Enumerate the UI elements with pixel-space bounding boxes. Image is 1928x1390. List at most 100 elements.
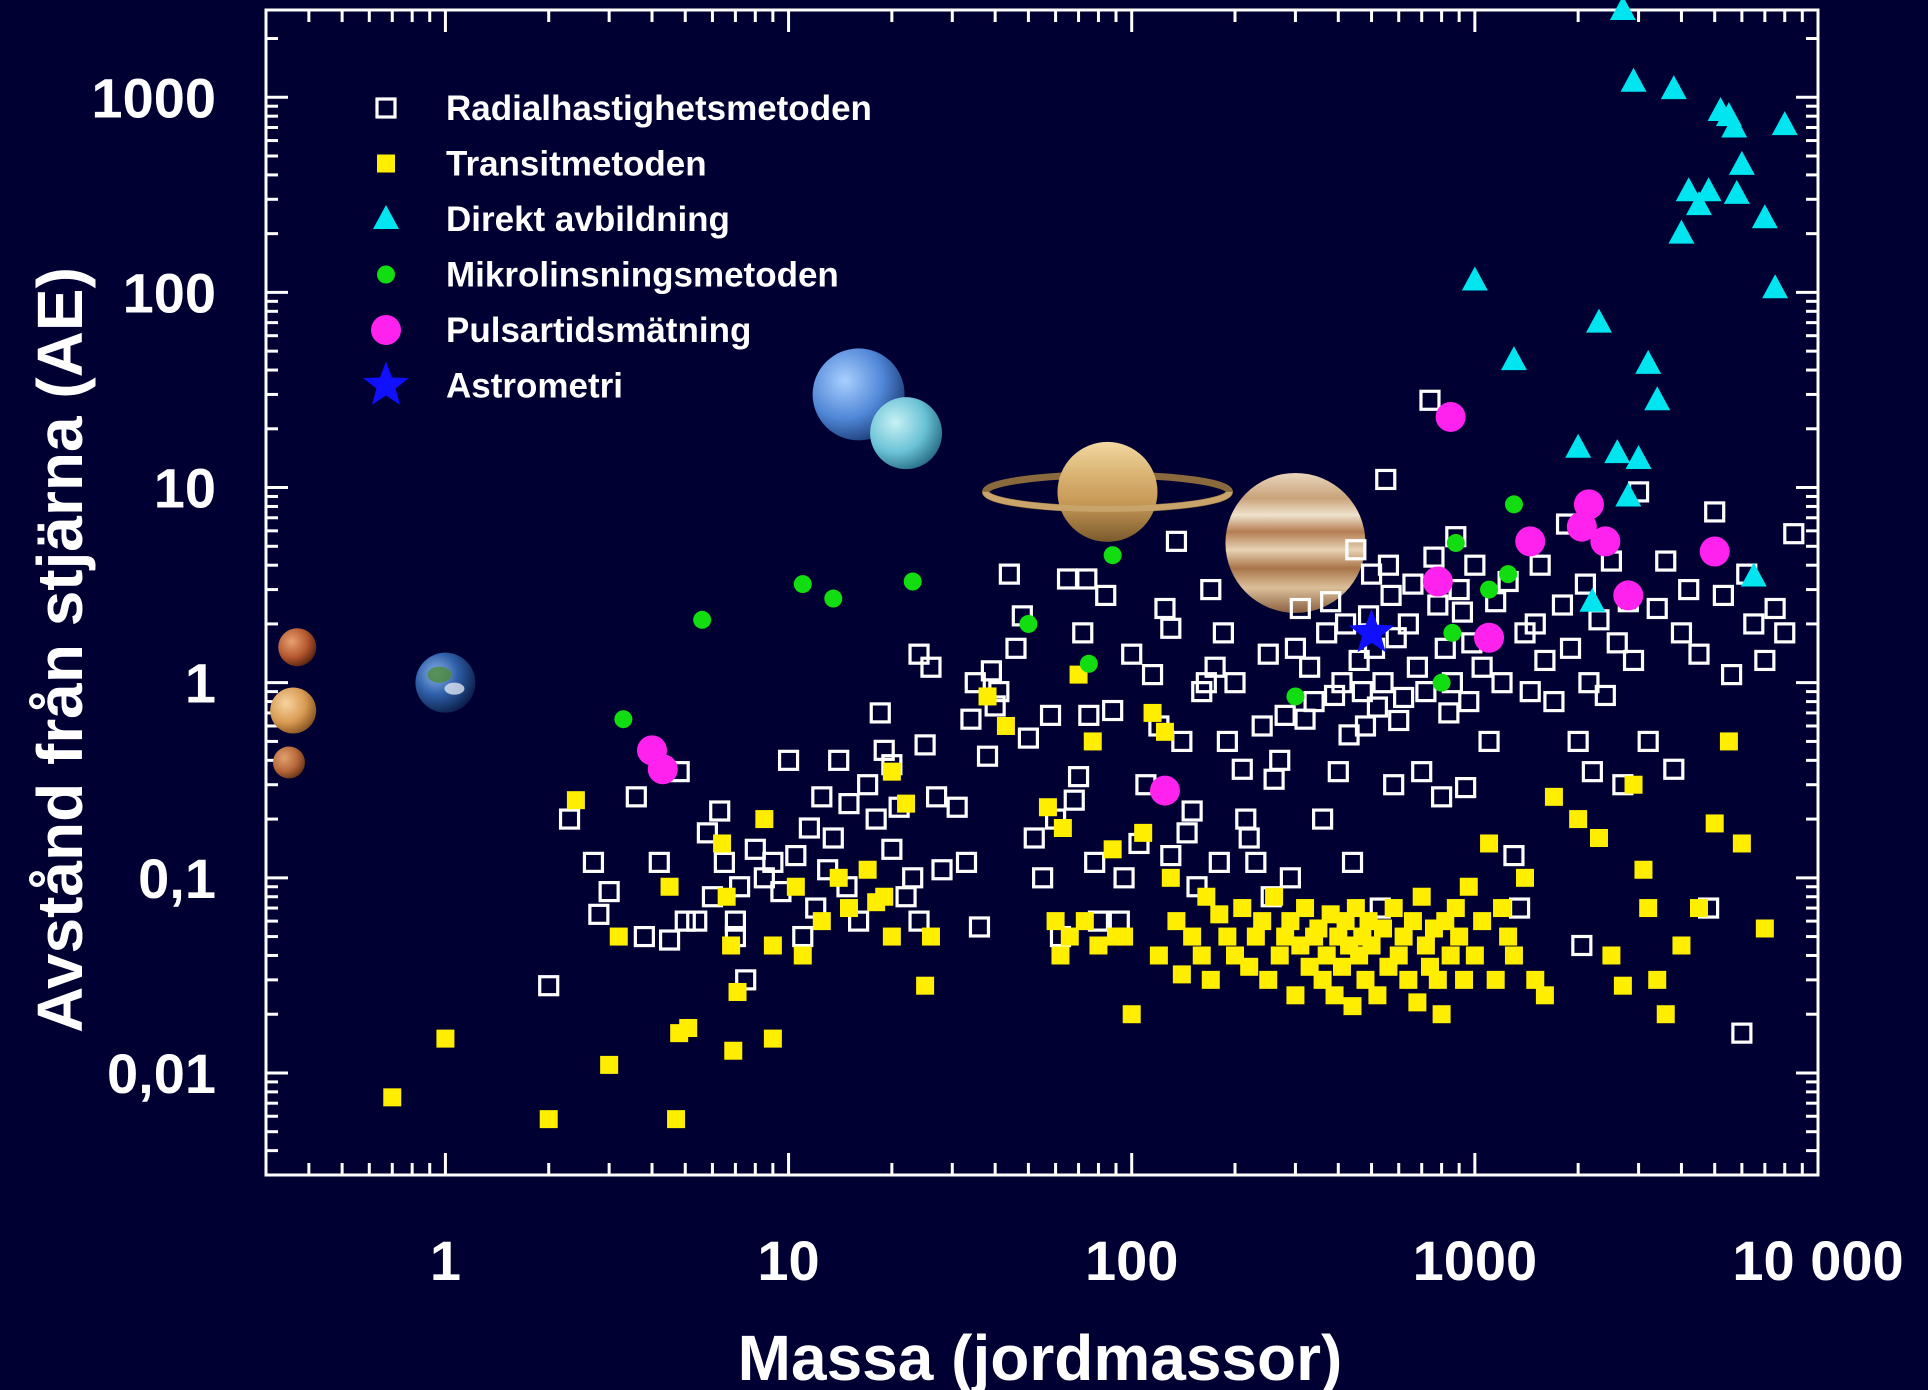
mars-body [278, 628, 317, 667]
data-point [1672, 936, 1691, 955]
uranus-body [870, 397, 943, 470]
data-point [1670, 622, 1693, 644]
data-point [1149, 946, 1168, 965]
data-point [1567, 730, 1589, 753]
data-point [1356, 970, 1375, 989]
data-point [920, 656, 942, 678]
data-point [1095, 584, 1117, 607]
data-point [1218, 927, 1237, 946]
data-point [1559, 637, 1582, 659]
data-point [1712, 584, 1734, 607]
data-point [744, 838, 766, 860]
data-point [1422, 566, 1453, 597]
data-point [755, 810, 774, 829]
data-point [1348, 649, 1370, 672]
jupiter-icon [1225, 472, 1366, 613]
data-point [1695, 177, 1722, 202]
data-point [1515, 868, 1534, 887]
data-point [1079, 654, 1098, 673]
data-point [1354, 715, 1377, 737]
data-point [908, 910, 930, 932]
data-point [1500, 346, 1527, 371]
data-point [1212, 622, 1234, 644]
data-point [1581, 761, 1603, 783]
data-point [1216, 730, 1238, 753]
data-point [1535, 986, 1554, 1005]
data-point [1019, 614, 1038, 633]
data-point [1493, 899, 1512, 918]
legend-marker [371, 315, 401, 345]
data-point [1464, 554, 1486, 576]
data-point [1432, 673, 1451, 692]
data-point [1269, 749, 1291, 771]
data-point [696, 822, 718, 844]
data-point [729, 876, 751, 898]
data-point [1705, 814, 1724, 833]
x-axis-label: Massa (jordmassor) [738, 1322, 1343, 1390]
data-point [686, 910, 708, 932]
data-point [792, 925, 814, 948]
data-point [1274, 704, 1296, 726]
earth-icon [415, 652, 476, 713]
data-point [1160, 617, 1182, 639]
data-point [1615, 482, 1642, 507]
data-point [1441, 946, 1460, 965]
data-point [916, 976, 935, 995]
data-point [1499, 927, 1518, 946]
earth-clouds [444, 682, 465, 695]
data-point [539, 1110, 558, 1129]
data-point [1240, 957, 1259, 976]
data-point [1529, 554, 1551, 576]
data-point [931, 859, 953, 881]
data-point [1406, 656, 1428, 678]
data-point [964, 672, 986, 694]
data-point [1121, 643, 1143, 665]
data-point [1362, 936, 1381, 955]
data-point [1186, 876, 1208, 898]
data-point [1465, 946, 1484, 965]
data-point [1544, 787, 1563, 806]
tick-labels: 1 10 100 1000 10 000 1000 100 10 1 0,1 0,01 [91, 66, 1903, 1292]
data-point [1246, 927, 1265, 946]
data-point [1345, 539, 1367, 561]
data-point [1210, 905, 1229, 924]
data-point [1053, 819, 1072, 838]
data-point [1192, 946, 1211, 965]
data-point [785, 844, 807, 867]
data-point [1231, 758, 1253, 780]
series-dot [614, 495, 1523, 729]
mars-icon [278, 628, 317, 667]
data-point [1374, 919, 1393, 938]
data-point [724, 910, 747, 932]
data-point [728, 982, 747, 1001]
data-point [998, 563, 1020, 585]
venus-body [270, 687, 317, 734]
data-point [1578, 672, 1600, 694]
y-tick-label: 1000 [91, 66, 216, 129]
data-point [1504, 495, 1523, 514]
data-point [1172, 965, 1191, 984]
data-point [793, 946, 812, 965]
data-point [897, 794, 916, 813]
data-point [1332, 957, 1351, 976]
data-point [1609, 0, 1636, 20]
y-tick-label: 0,1 [138, 847, 216, 910]
data-point [1078, 704, 1100, 726]
data-point [1341, 851, 1364, 873]
data-point [1764, 597, 1786, 620]
data-point [1348, 608, 1395, 653]
data-point [1368, 986, 1387, 1005]
x-tick-label: 10 [757, 1229, 819, 1292]
data-point [1655, 550, 1677, 572]
data-point [1431, 786, 1453, 808]
data-point [1432, 1005, 1451, 1024]
data-point [1569, 810, 1588, 829]
data-point [1423, 546, 1445, 568]
data-point [1403, 912, 1422, 931]
data-point [1446, 533, 1465, 552]
data-point [588, 903, 610, 925]
data-point [1176, 822, 1198, 844]
data-point [713, 851, 735, 873]
data-point [1720, 664, 1743, 686]
data-point [1291, 936, 1310, 955]
